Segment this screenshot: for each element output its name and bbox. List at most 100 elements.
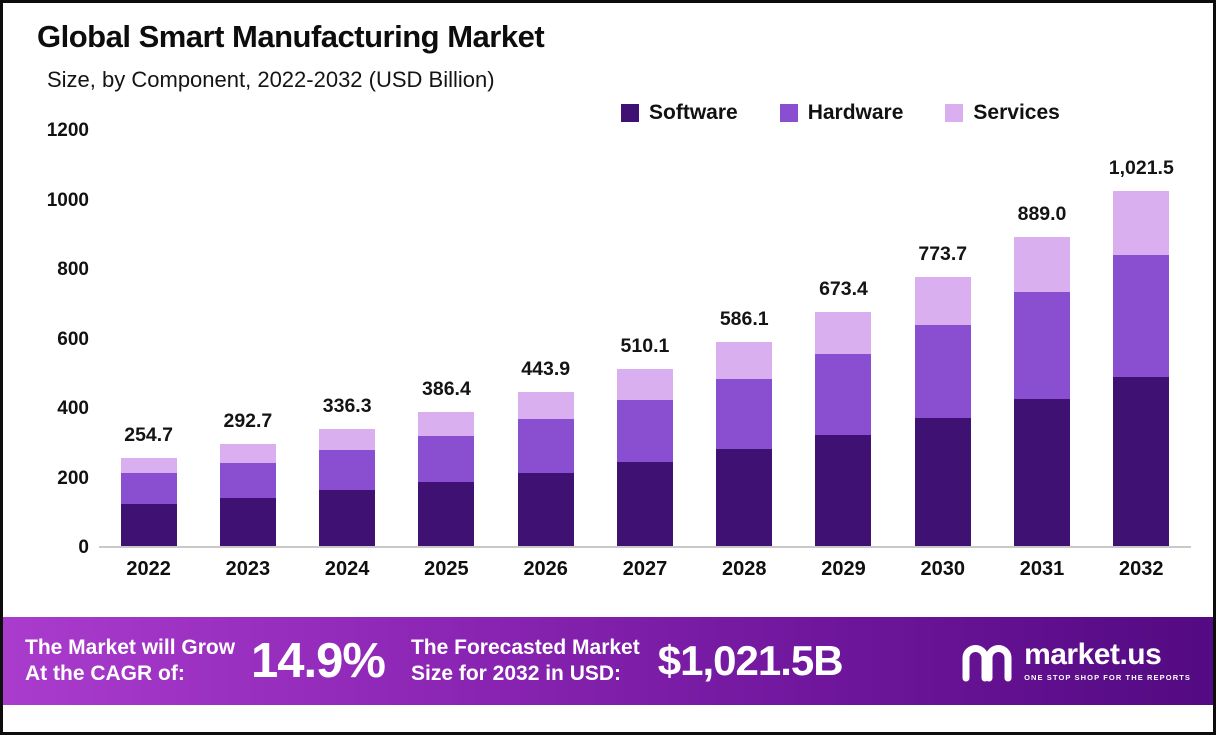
bar-total-label: 386.4	[422, 377, 471, 400]
bar-segment-services	[219, 444, 276, 463]
forecast-label-line1: The Forecasted Market	[410, 635, 640, 659]
bar-segment-hardware	[616, 400, 673, 462]
bar-total-label: 336.3	[322, 395, 372, 418]
bar-segment-services	[319, 429, 376, 451]
chart: 254.7 292.7 336.3 386.4 443.9 510.1 586.1 673.4…	[99, 131, 1191, 581]
page-title: Global Smart Manufacturing Market	[37, 19, 545, 54]
stacked-bar	[219, 444, 276, 546]
bar-segment-services	[517, 391, 574, 420]
stacked-bar	[418, 411, 475, 546]
x-tick-label: 2031	[1019, 558, 1065, 580]
stacked-bar	[319, 429, 376, 546]
bar-group-2026: 443.9	[496, 131, 595, 546]
stacked-bar	[1113, 191, 1170, 546]
bar-group-2032: 1,021.5	[1092, 131, 1191, 546]
legend-swatch-icon	[945, 104, 964, 122]
x-tick-label: 2024	[324, 558, 370, 580]
bar-segment-services	[120, 457, 177, 474]
x-tick-label: 2026	[523, 558, 568, 580]
stacked-bar	[616, 368, 673, 546]
bar-total-label: 1,021.5	[1108, 157, 1174, 180]
x-tick-label: 2032	[1119, 558, 1164, 580]
bar-total-label: 443.9	[521, 357, 571, 380]
legend-item-services: Services	[945, 101, 1060, 125]
bar-total-label: 586.1	[719, 308, 769, 331]
bar-group-2022: 254.7	[99, 131, 198, 546]
x-axis-labels: 2022 2023 2024 2025 2026 2027 2028 2029 2030 2031…	[99, 558, 1191, 581]
bar-total-label: 510.1	[620, 334, 670, 357]
bar-segment-services	[616, 368, 673, 401]
bar-segment-software	[418, 482, 475, 546]
bar-segment-hardware	[914, 325, 971, 419]
y-tick-label: 400	[57, 398, 89, 419]
y-tick-label: 1000	[46, 189, 89, 211]
bar-segment-hardware	[319, 450, 376, 491]
x-tick-label: 2028	[721, 558, 767, 580]
bar-group-2030: 773.7	[893, 131, 992, 546]
marketus-logo-icon	[962, 645, 1012, 682]
x-tick-label: 2027	[622, 558, 668, 580]
bar-segment-software	[517, 472, 574, 546]
bar-group-2025: 386.4	[397, 131, 496, 546]
x-tick-label: 2030	[920, 558, 966, 580]
bar-segment-software	[716, 449, 773, 546]
bar-group-2031: 889.0	[992, 131, 1091, 546]
x-tick-label: 2022	[126, 558, 171, 580]
bar-segment-software	[1113, 377, 1170, 546]
legend-swatch-icon	[621, 104, 639, 122]
bar-segment-services	[716, 342, 773, 379]
stacked-bar	[120, 457, 177, 546]
cagr-value: 14.9%	[251, 634, 386, 688]
brand-tagline: ONE STOP SHOP FOR THE REPORTS	[1024, 673, 1191, 683]
bar-segment-software	[1014, 398, 1071, 546]
bar-segment-software	[120, 503, 177, 546]
y-tick-label: 1200	[46, 120, 89, 141]
forecast-value: $1,021.5B	[657, 637, 844, 684]
stacked-bar	[517, 391, 574, 546]
y-tick-label: 200	[57, 467, 89, 489]
bar-segment-software	[815, 434, 872, 546]
bar-segment-services	[815, 312, 872, 354]
bar-group-2028: 586.1	[695, 131, 794, 546]
bar-segment-software	[319, 490, 376, 546]
forecast-label-line2: Size for 2032 in USD:	[410, 662, 622, 685]
legend-item-hardware: Hardware	[779, 101, 904, 125]
bar-segment-hardware	[418, 435, 475, 483]
bar-segment-services	[1113, 191, 1170, 255]
bar-total-label: 254.7	[124, 423, 174, 446]
forecast-label: The Forecasted Market Size for 2032 in U…	[411, 635, 640, 688]
legend-label: Software	[649, 101, 738, 124]
y-axis: 0 200 400 600 800 1000 1200	[9, 120, 89, 558]
bar-total-label: 889.0	[1017, 203, 1067, 226]
page-subtitle: Size, by Component, 2022-2032 (USD Billi…	[47, 67, 495, 92]
stacked-bar	[914, 277, 971, 546]
bar-group-2023: 292.7	[198, 131, 297, 546]
cagr-label-line2: At the CAGR of:	[25, 662, 185, 685]
bar-segment-software	[219, 497, 276, 546]
y-tick-label: 800	[57, 259, 89, 280]
bar-group-2024: 336.3	[298, 131, 397, 546]
x-tick-label: 2025	[424, 558, 469, 580]
y-tick-label: 600	[57, 328, 89, 350]
bar-segment-hardware	[815, 353, 872, 435]
bar-segment-hardware	[120, 473, 177, 504]
bar-total-label: 773.7	[918, 243, 968, 266]
bar-segment-software	[914, 418, 971, 546]
bar-segment-hardware	[219, 462, 276, 498]
bar-group-2029: 673.4	[794, 131, 893, 546]
legend-swatch-icon	[779, 104, 798, 122]
legend-label: Services	[973, 101, 1060, 124]
bar-segment-hardware	[1113, 254, 1170, 378]
brand-logo: market.us ONE STOP SHOP FOR THE REPORTS	[960, 640, 1191, 682]
bar-segment-hardware	[716, 378, 773, 450]
brand-text: market.us ONE STOP SHOP FOR THE REPORTS	[1024, 640, 1191, 682]
stacked-bar	[815, 312, 872, 546]
bar-segment-hardware	[1014, 292, 1071, 399]
cagr-label-line1: The Market will Grow	[25, 635, 236, 659]
legend-item-software: Software	[621, 101, 738, 125]
legend-label: Hardware	[807, 101, 904, 124]
bar-segment-services	[914, 277, 971, 326]
bar-total-label: 673.4	[819, 278, 868, 300]
stacked-bar	[716, 342, 773, 546]
